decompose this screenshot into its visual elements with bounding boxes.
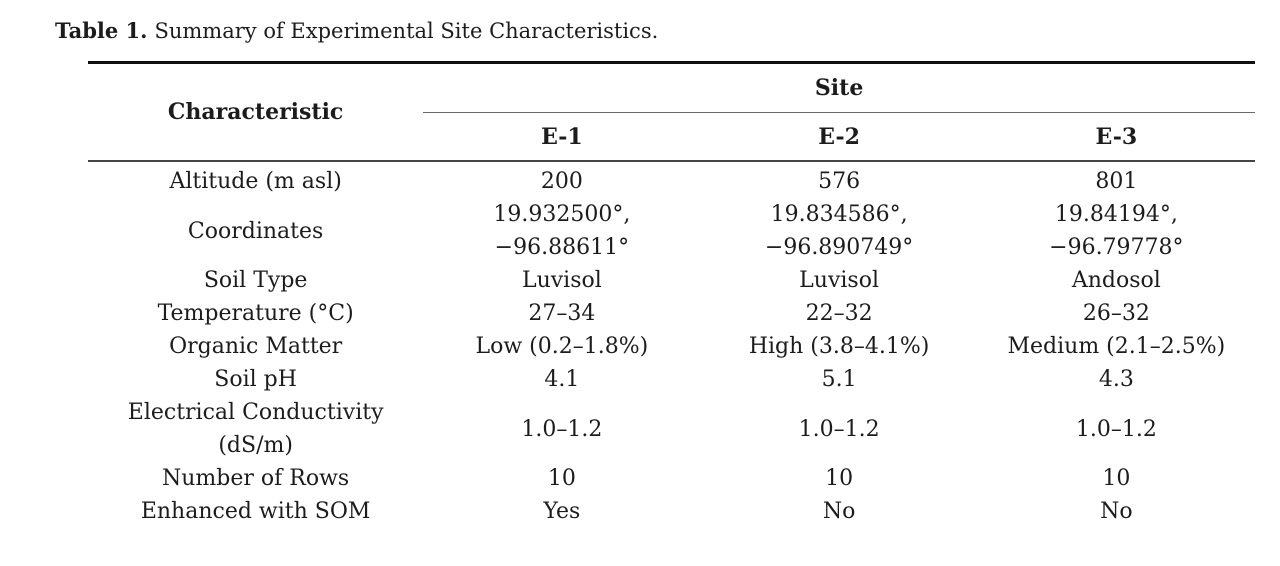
value-cell-e2: 10: [825, 466, 854, 491]
characteristic-cell: Organic Matter: [169, 334, 343, 359]
value-cell-e1: 1.0–1.2: [521, 416, 603, 442]
value-cell-e3: 26–32: [1082, 301, 1150, 326]
table-row-organic-matter: Organic Matter Low (0.2–1.8%) High (3.8–…: [88, 330, 1255, 363]
value-cell-e2: 1.0–1.2: [798, 416, 880, 442]
table-row-soil-type: Soil Type Luvisol Luvisol Andosol: [88, 264, 1255, 297]
value-cell-e3: No: [1100, 499, 1133, 524]
value-cell-e1: 4.1: [544, 367, 580, 392]
value-cell-e3: Medium (2.1–2.5%): [1007, 334, 1226, 359]
characteristic-column-header: Characteristic: [88, 62, 424, 162]
value-cell-e1: 10: [547, 466, 576, 491]
characteristic-cell: Coordinates: [187, 218, 324, 244]
table-row-number-of-rows: Number of Rows 10 10 10: [88, 462, 1255, 495]
value-cell-e2: 5.1: [821, 367, 857, 392]
site-group-header: Site: [423, 62, 1255, 113]
characteristic-cell: Soil pH: [214, 367, 297, 392]
site-column-header-e3: E-3: [977, 112, 1255, 162]
table-caption-text: Summary of Experimental Site Characteris…: [154, 19, 659, 43]
table-row-enhanced-with-som: Enhanced with SOM Yes No No: [88, 495, 1255, 528]
site-characteristics-table: Characteristic Site E-1 E-2 E-3 Altitude…: [88, 61, 1255, 528]
value-cell-e2: 22–32: [805, 301, 873, 326]
paper-page: Table 1. Summary of Experimental Site Cha…: [0, 18, 1280, 566]
table-caption: Table 1. Summary of Experimental Site Cha…: [55, 18, 1280, 44]
group-header-row: Characteristic Site: [88, 62, 1255, 162]
characteristic-cell: Electrical Conductivity (dS/m): [127, 400, 384, 458]
table-row-coordinates: Coordinates 19.932500°, −96.88611° 19.83…: [88, 198, 1255, 264]
site-column-header-e1: E-1: [423, 112, 701, 162]
value-cell-e3: 1.0–1.2: [1075, 416, 1157, 442]
value-cell-e1: Low (0.2–1.8%): [475, 334, 649, 359]
value-cell-e3: 19.84194°, −96.79778°: [1049, 202, 1184, 260]
site-columns-header-row: E-1 E-2 E-3: [88, 112, 1255, 162]
table-body: Altitude (m asl) 200 576 801 Coordinates…: [88, 161, 1255, 528]
table-caption-label: Table 1.: [55, 18, 148, 43]
value-cell-e3: 10: [1102, 466, 1131, 491]
value-cell-e3: 801: [1095, 169, 1138, 194]
table-row-altitude: Altitude (m asl) 200 576 801: [88, 161, 1255, 198]
characteristic-cell: Temperature (°C): [157, 301, 354, 326]
value-cell-e1: 27–34: [528, 301, 596, 326]
table-row-soil-ph: Soil pH 4.1 5.1 4.3: [88, 363, 1255, 396]
value-cell-e2: 576: [818, 169, 861, 194]
site-column-header-e2: E-2: [700, 112, 978, 162]
characteristic-cell: Enhanced with SOM: [140, 499, 371, 524]
value-cell-e2: No: [822, 499, 856, 524]
value-cell-e3: Andosol: [1071, 268, 1161, 293]
value-cell-e2: High (3.8–4.1%): [748, 334, 930, 359]
characteristic-cell: Soil Type: [203, 268, 308, 293]
characteristic-cell: Altitude (m asl): [169, 169, 342, 194]
value-cell-e3: 4.3: [1098, 367, 1134, 392]
table-row-electrical-conductivity: Electrical Conductivity (dS/m) 1.0–1.2 1…: [88, 396, 1255, 462]
value-cell-e1: Yes: [543, 499, 581, 524]
value-cell-e1: 19.932500°, −96.88611°: [493, 202, 631, 260]
characteristic-cell: Number of Rows: [162, 466, 350, 491]
table-row-temperature: Temperature (°C) 27–34 22–32 26–32: [88, 297, 1255, 330]
table-header: Characteristic Site E-1 E-2 E-3: [88, 62, 1255, 162]
value-cell-e1: Luvisol: [521, 268, 602, 293]
value-cell-e2: Luvisol: [799, 268, 879, 293]
value-cell-e1: 200: [540, 169, 583, 194]
value-cell-e2: 19.834586°, −96.890749°: [764, 202, 914, 260]
